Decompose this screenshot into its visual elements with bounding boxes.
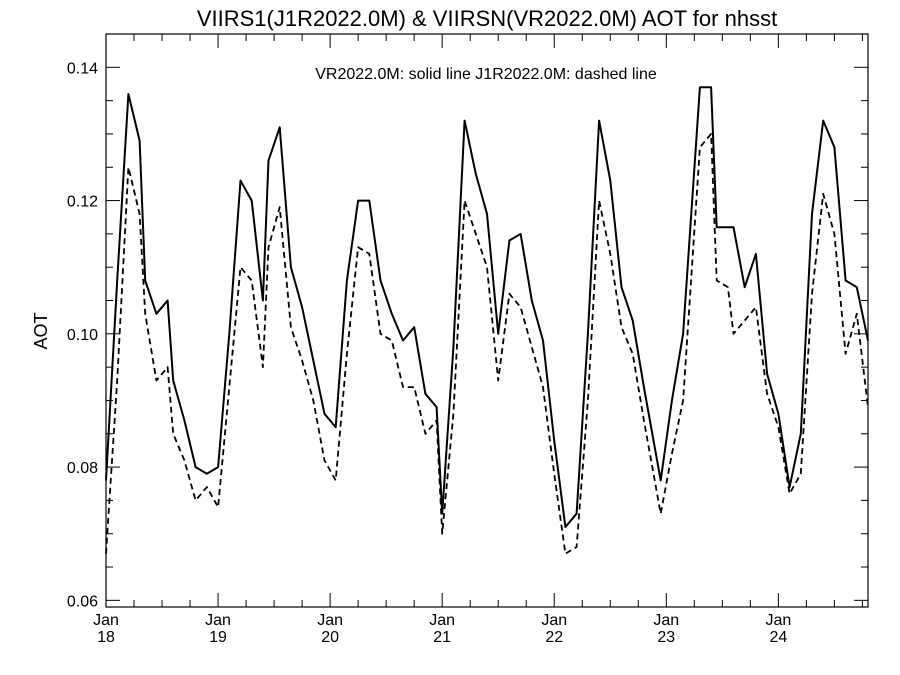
y-tick-label: 0.12	[67, 194, 98, 211]
y-tick-label: 0.10	[67, 327, 98, 344]
x-tick-day: 22	[545, 629, 563, 646]
x-tick-day: 23	[657, 629, 675, 646]
x-tick-month: Jan	[205, 612, 231, 629]
x-tick-month: Jan	[765, 612, 791, 629]
y-axis-ticks: 0.06 0.08 0.10 0.12 0.14	[67, 60, 868, 610]
y-axis-label: AOT	[31, 312, 51, 349]
x-tick-day: 18	[97, 629, 115, 646]
x-tick-month: Jan	[541, 612, 567, 629]
x-tick-month: Jan	[317, 612, 343, 629]
y-tick-label: 0.06	[67, 593, 98, 610]
x-tick-month: Jan	[429, 612, 455, 629]
series-line-j1r2022-0m	[105, 132, 869, 555]
x-tick-day: 24	[769, 629, 787, 646]
series-layer	[105, 86, 869, 555]
x-tick-day: 19	[209, 629, 227, 646]
series-line-vr2022-0m	[105, 86, 869, 528]
y-tick-label: 0.08	[67, 460, 98, 477]
chart-title: VIIRS1(J1R2022.0M) & VIIRSN(VR2022.0M) A…	[197, 6, 777, 31]
x-tick-month: Jan	[653, 612, 679, 629]
legend-annotation: VR2022.0M: solid line J1R2022.0M: dashed…	[315, 66, 657, 83]
plot-frame	[105, 33, 869, 608]
x-tick-day: 21	[433, 629, 451, 646]
y-tick-label: 0.14	[67, 60, 98, 77]
x-tick-month: Jan	[93, 612, 119, 629]
x-tick-day: 20	[321, 629, 339, 646]
